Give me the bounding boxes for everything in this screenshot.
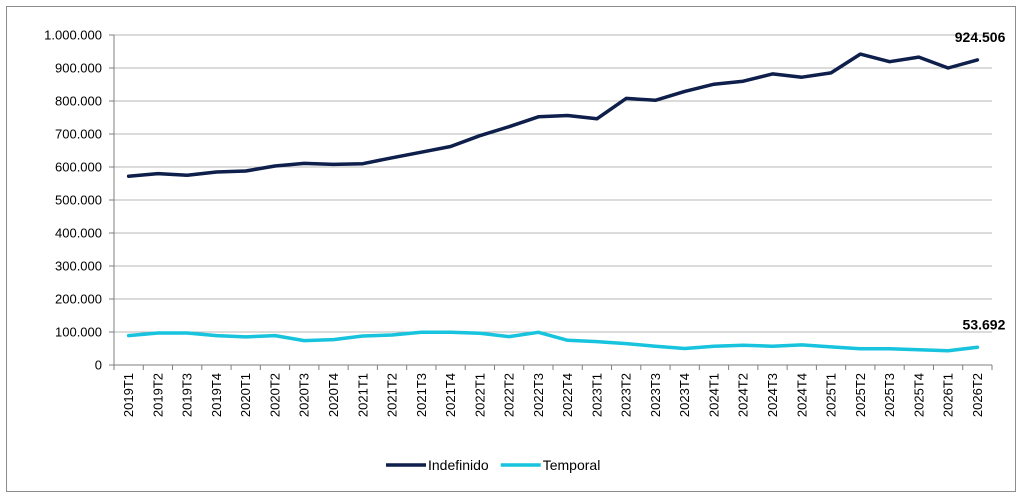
- y-tick-label: 800.000: [55, 94, 102, 109]
- x-tick-label: 2021T4: [443, 373, 458, 417]
- x-tick-label: 2021T2: [385, 373, 400, 417]
- x-tick-label: 2025T2: [853, 373, 868, 417]
- data-labels: 924.506 53.692: [955, 29, 1006, 332]
- series-line-indefinido: [126, 52, 980, 178]
- x-tick-label: 2020T1: [238, 373, 253, 417]
- x-tick-label: 2023T4: [677, 373, 692, 417]
- data-label-indefinido: 924.506: [955, 29, 1006, 45]
- legend-label-indefinido: Indefinido: [428, 457, 489, 473]
- series-lines: [126, 52, 980, 353]
- y-tick-label: 200.000: [55, 292, 102, 307]
- x-tick-label: 2022T3: [531, 373, 546, 417]
- x-tick-label: 2023T3: [648, 373, 663, 417]
- x-tick-label: 2022T4: [560, 373, 575, 417]
- x-tick-label: 2021T3: [414, 373, 429, 417]
- y-tick-label: 700.000: [55, 127, 102, 142]
- data-label-temporal: 53.692: [963, 316, 1006, 332]
- series-line-temporal: [126, 330, 980, 353]
- x-tick-label: 2025T1: [824, 373, 839, 417]
- y-tick-label: 0: [95, 358, 102, 373]
- x-tick-label: 2025T4: [911, 373, 926, 417]
- x-tick-label: 2019T4: [209, 373, 224, 417]
- y-tick-label: 100.000: [55, 325, 102, 340]
- x-tick-label: 2020T4: [326, 373, 341, 417]
- y-tick-label: 400.000: [55, 226, 102, 241]
- y-tick-label: 900.000: [55, 61, 102, 76]
- x-tick-label: 2026T2: [970, 373, 985, 417]
- y-tick-label: 500.000: [55, 193, 102, 208]
- legend: Indefinido Temporal: [386, 457, 600, 473]
- x-tick-label: 2021T1: [355, 373, 370, 417]
- x-axis: 2019T1 2019T2 2019T3 2019T4 2020T1 2020T2 2020…: [113, 365, 993, 417]
- x-tick-label: 2020T3: [297, 373, 312, 417]
- x-tick-label: 2019T3: [180, 373, 195, 417]
- y-tick-label: 1.000.000: [44, 28, 102, 43]
- x-tick-label: 2020T2: [267, 373, 282, 417]
- x-tick-label: 2026T1: [941, 373, 956, 417]
- x-tick-label: 2022T2: [502, 373, 517, 417]
- x-tick-label: 2023T1: [589, 373, 604, 417]
- x-tick-label: 2024T1: [706, 373, 721, 417]
- x-tick-label: 2023T2: [619, 373, 634, 417]
- x-tick-label: 2025T3: [882, 373, 897, 417]
- x-tick-label: 2019T2: [150, 373, 165, 417]
- x-tick-label: 2022T1: [472, 373, 487, 417]
- legend-label-temporal: Temporal: [543, 457, 601, 473]
- x-tick-label: 2024T3: [765, 373, 780, 417]
- x-tick-label: 2019T1: [121, 373, 136, 417]
- x-tick-label: 2024T4: [794, 373, 809, 417]
- y-tick-label: 600.000: [55, 160, 102, 175]
- y-axis: 0 100.000 200.000 300.000 400.000 500.000 600.…: [44, 28, 115, 373]
- chart-frame: [6, 6, 1016, 492]
- y-tick-label: 300.000: [55, 259, 102, 274]
- gridlines: [114, 34, 992, 366]
- x-tick-label: 2024T2: [736, 373, 751, 417]
